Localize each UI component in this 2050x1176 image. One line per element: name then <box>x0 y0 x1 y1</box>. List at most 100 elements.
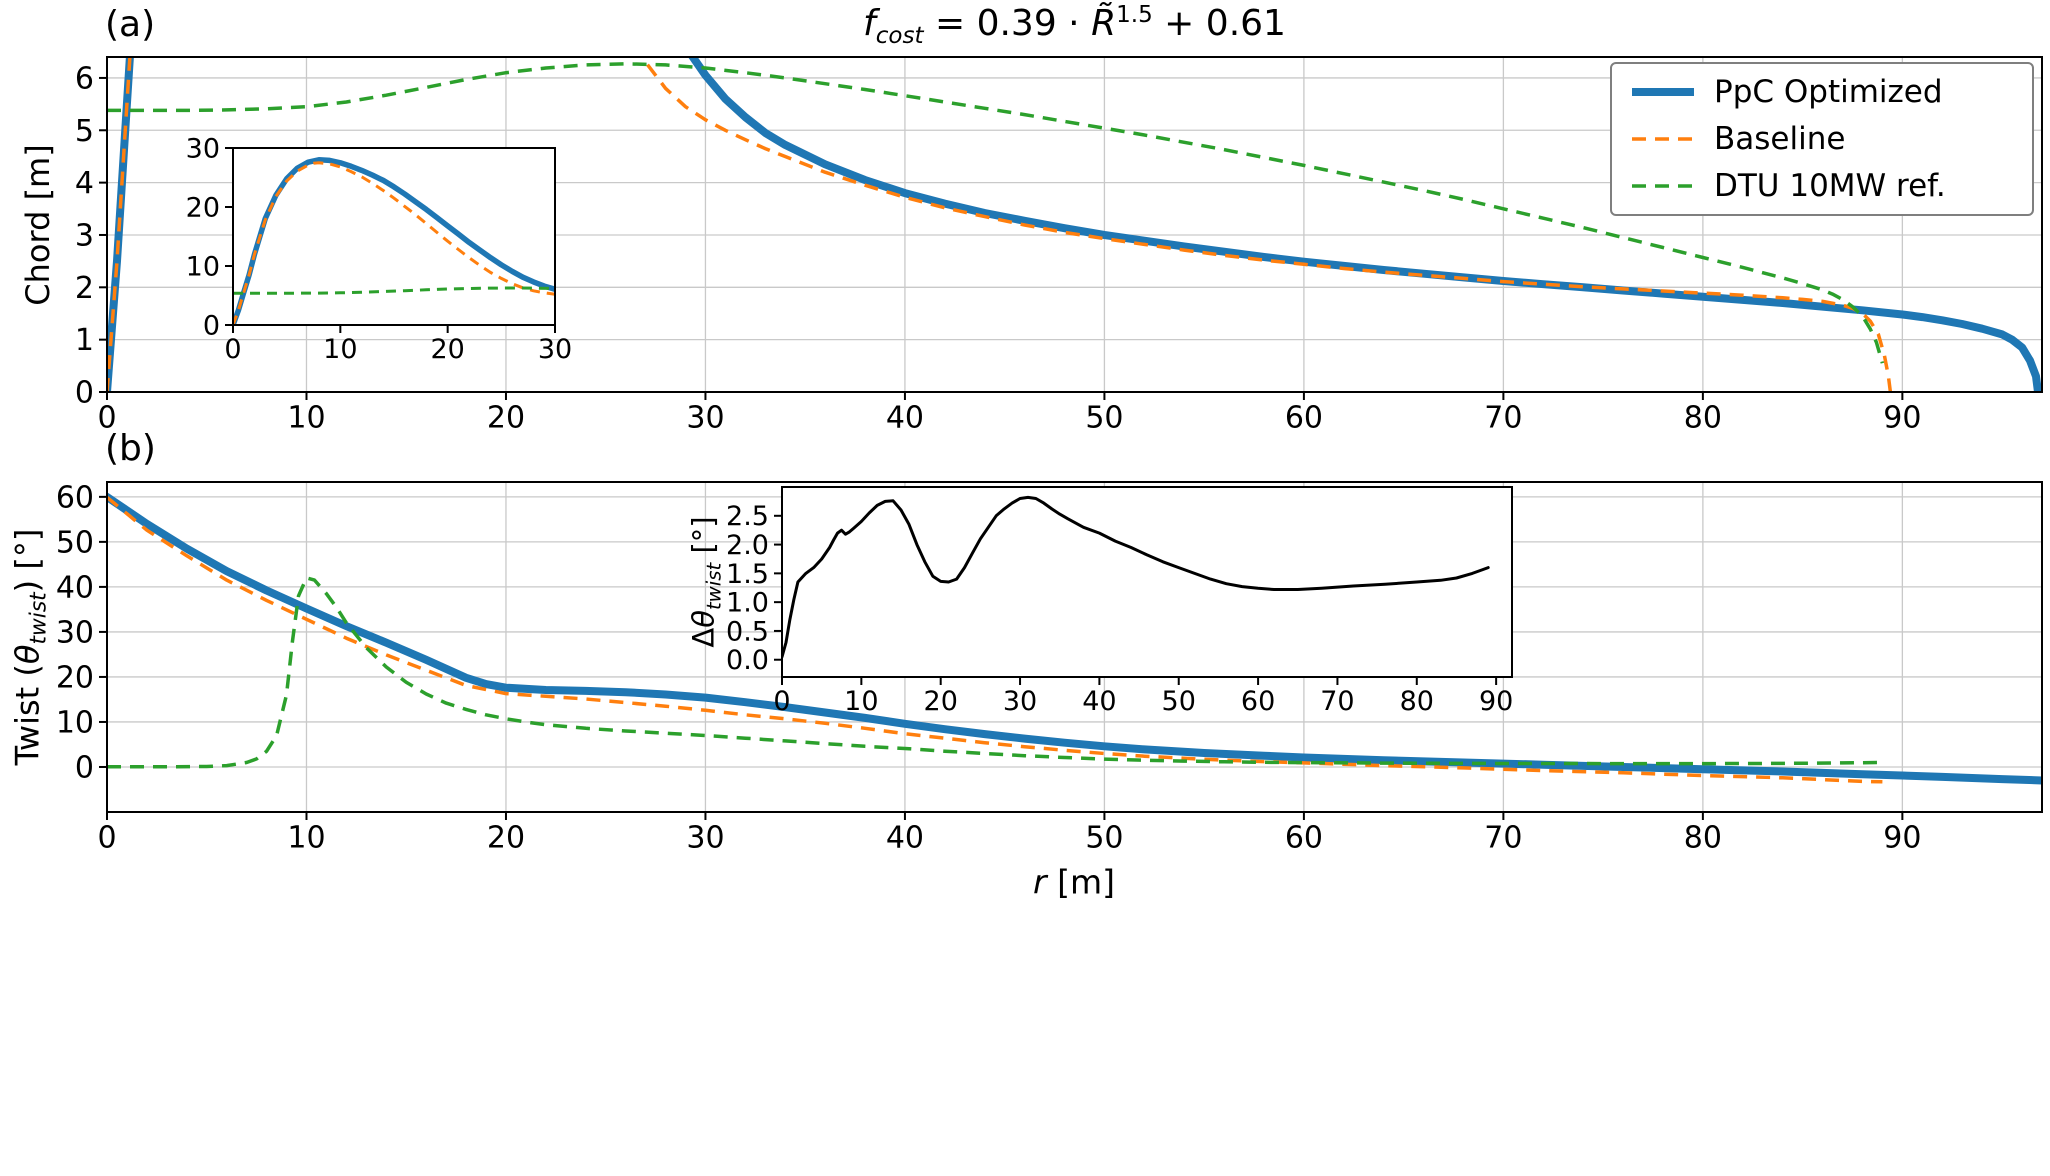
y-tick-label: 0.5 <box>726 616 769 647</box>
legend-dashed-line-icon <box>1630 130 1696 148</box>
panel-a-label: (a) <box>105 4 156 45</box>
x-tick-label: 70 <box>1484 821 1522 856</box>
chart-panel-a-inset: 0 10 20 30 0 10 20 30 <box>186 133 573 365</box>
y-tick-label: 4 <box>75 166 94 201</box>
y-tick-label: 2.0 <box>726 530 769 561</box>
y-tick-label: 30 <box>56 615 94 650</box>
series-line-ppc-optimized <box>107 57 2042 392</box>
x-tick-label: 60 <box>1285 821 1323 856</box>
legend-line-sample <box>1632 88 1694 96</box>
title-exponent: 1.5 <box>1116 2 1153 28</box>
y-tick-label: 2.5 <box>726 501 769 532</box>
x-tick-label: 70 <box>1320 686 1354 717</box>
legend-label-dtu-10mw-ref: DTU 10MW ref. <box>1714 168 1946 204</box>
legend: PpC Optimized Baseline DTU 10MW ref. <box>1610 62 2034 216</box>
series-line-baseline <box>107 57 1893 392</box>
x-tick-label: 40 <box>1082 686 1116 717</box>
x-tick-label: 0 <box>97 821 116 856</box>
panel-b-inset-background <box>782 487 1512 677</box>
panel-a-inset-background <box>233 148 555 325</box>
twist-label-sub: twist <box>26 592 52 645</box>
x-tick-label: 80 <box>1684 401 1722 436</box>
x-tick-label: 30 <box>686 401 724 436</box>
y-tick-label: 0 <box>203 310 220 341</box>
x-tick-label: 20 <box>430 334 464 365</box>
series-line--twist <box>782 495 1490 659</box>
title-base: R̃ <box>1091 3 1117 44</box>
x-tick-label: 10 <box>323 334 357 365</box>
title-tail: + 0.61 <box>1152 3 1286 44</box>
y-tick-label: 3 <box>75 218 94 253</box>
x-tick-label: 30 <box>686 821 724 856</box>
x-tick-label: 40 <box>886 401 924 436</box>
figure-title: fcost = 0.39 · R̃1.5 + 0.61 <box>107 2 2042 49</box>
x-tick-label: 20 <box>924 686 958 717</box>
x-tick-label: 90 <box>1883 821 1921 856</box>
y-tick-label: 0 <box>75 376 94 411</box>
x-tick-label: 80 <box>1400 686 1434 717</box>
x-tick-label: 60 <box>1285 401 1323 436</box>
y-tick-label: 2 <box>75 271 94 306</box>
title-subscript: cost <box>875 23 924 50</box>
y-tick-label: 1.5 <box>726 559 769 590</box>
y-tick-label: 0 <box>75 750 94 785</box>
xlabel-unit: [m] <box>1046 862 1115 902</box>
y-tick-label: 30 <box>186 133 220 164</box>
x-tick-label: 0 <box>97 401 116 436</box>
legend-entry-dtu-10mw-ref: DTU 10MW ref. <box>1630 166 2014 206</box>
y-tick-label: 1 <box>75 323 94 358</box>
x-tick-label: 10 <box>287 821 325 856</box>
y-tick-label: 10 <box>186 251 220 282</box>
legend-label-ppc-optimized: PpC Optimized <box>1714 74 1943 110</box>
legend-entry-ppc-optimized: PpC Optimized <box>1630 72 2014 112</box>
x-tick-label: 50 <box>1162 686 1196 717</box>
legend-entry-baseline: Baseline <box>1630 119 2014 159</box>
x-tick-label: 50 <box>1085 821 1123 856</box>
inset-label-sub: twist <box>702 562 726 611</box>
series-line-ppc-optimized <box>107 492 2042 785</box>
series-line-baseline <box>107 495 1883 784</box>
xlabel-var: r <box>1033 862 1047 902</box>
legend-line-sample <box>1632 137 1694 141</box>
x-tick-label: 50 <box>1085 401 1123 436</box>
title-mid: = 0.39 · <box>923 3 1092 44</box>
theta-symbol: θ <box>8 644 47 665</box>
y-tick-label: 10 <box>56 705 94 740</box>
twist-label-prefix: Twist ( <box>8 664 47 766</box>
x-tick-label: 70 <box>1484 401 1522 436</box>
series-line-dtu-10mw-ref- <box>107 576 1883 769</box>
panel-a-inset-frame <box>232 147 556 326</box>
panel-b-frame <box>106 481 2043 813</box>
y-tick-label: 20 <box>56 660 94 695</box>
x-tick-label: 20 <box>487 401 525 436</box>
x-tick-label: 80 <box>1684 821 1722 856</box>
y-tick-label: 6 <box>75 61 94 96</box>
x-tick-label: 10 <box>287 401 325 436</box>
panel-b-inset-frame <box>781 486 1513 678</box>
twist-label-suffix: ) [°] <box>8 528 47 593</box>
y-tick-label: 0.0 <box>726 645 769 676</box>
x-tick-label: 60 <box>1241 686 1275 717</box>
series-line-ppc-optimized <box>233 157 555 325</box>
series-line-dtu-10mw-ref- <box>107 62 1885 364</box>
x-tick-label: 10 <box>844 686 878 717</box>
x-tick-label: 90 <box>1883 401 1921 436</box>
x-tick-label: 40 <box>886 821 924 856</box>
inset-theta-symbol: θ <box>686 610 721 628</box>
x-tick-label: 90 <box>1479 686 1513 717</box>
x-tick-label: 0 <box>224 334 241 365</box>
y-tick-label: 5 <box>75 114 94 149</box>
panel-a-frame <box>106 56 2043 393</box>
legend-line-sample <box>1632 184 1694 188</box>
legend-solid-line-icon <box>1630 83 1696 101</box>
x-axis-label: r [m] <box>1033 863 1115 902</box>
twist-y-axis-label: Twist (θtwist) [°] <box>8 529 51 766</box>
inset-delta-twist-y-axis-label: Δθtwist [°] <box>687 516 726 647</box>
y-tick-label: 50 <box>56 525 94 560</box>
delta-symbol: Δ <box>686 627 721 648</box>
chord-y-axis-label: Chord [m] <box>19 144 57 306</box>
panel-b-label: (b) <box>105 428 156 469</box>
chart-panel-b-inset: 0 10 20 30 40 50 60 70 80 90 0.00.51.01.52.02.5 <box>726 486 1513 717</box>
